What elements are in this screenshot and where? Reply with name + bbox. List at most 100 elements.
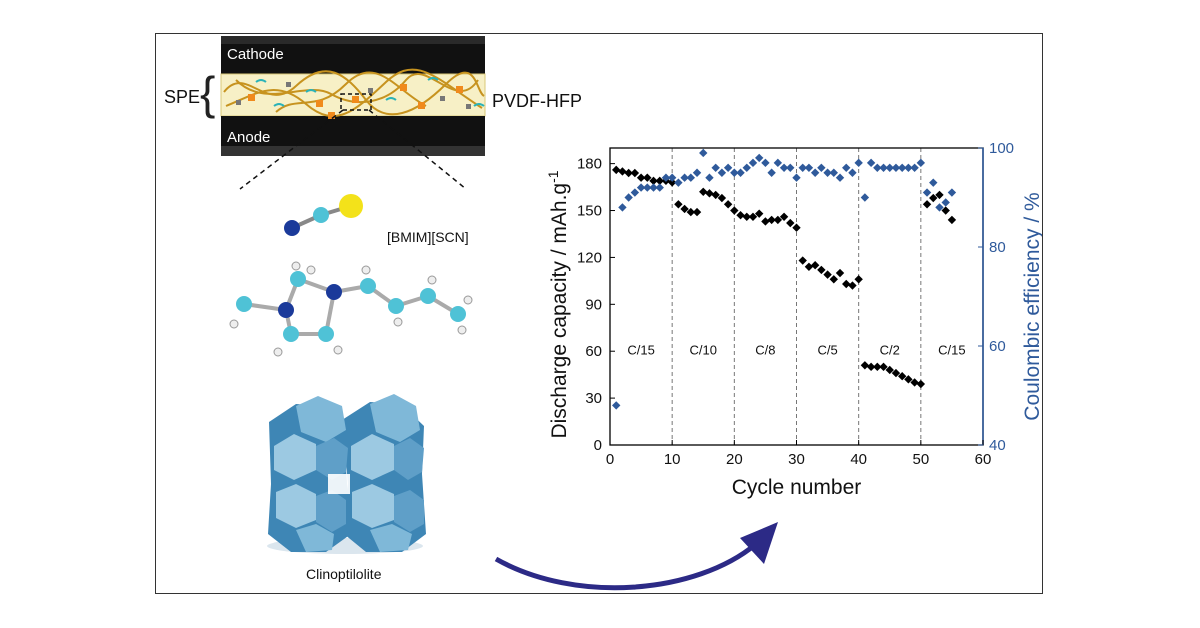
discharge-point [742,212,751,221]
coulombic-point [879,163,888,172]
y-tick-label: 60 [585,343,602,360]
coulombic-point [829,168,838,177]
coulombic-point [786,163,795,172]
discharge-point [804,262,814,271]
coulombic-point [748,158,758,168]
coulombic-point [767,168,776,177]
membrane-label: PVDF-HFP [492,91,582,111]
y2-tick-label: 80 [989,239,1006,256]
coulombic-point [755,153,764,163]
coulombic-point [730,168,739,177]
discharge-point [866,362,876,372]
x-tick-label: 10 [664,451,681,468]
zoom-region-box [340,93,372,111]
zoom-line-right [368,109,467,190]
coulombic-point [692,168,702,177]
bmim-molecule [229,261,473,357]
discharge-point [891,368,901,378]
coulombic-point [736,168,745,177]
discharge-point [786,218,795,228]
discharge-point [947,215,957,225]
zoom-line-left [239,109,344,190]
coulombic-point [835,173,845,182]
discharge-point [897,372,907,381]
coulombic-point [885,163,894,172]
y-tick-label: 90 [585,296,602,313]
discharge-point [829,275,838,284]
discharge-point [817,265,826,275]
discharge-point [798,256,807,265]
discharge-point [618,167,627,176]
cathode-label: Cathode [227,46,284,63]
coulombic-point [773,158,783,168]
discharge-point [916,379,926,389]
coulombic-point [873,163,882,172]
y2-axis-title: Coulombic efficiency / % [1021,192,1042,420]
coulombic-point [792,173,801,182]
discharge-point [860,361,870,370]
spe-brace: { [200,67,216,119]
scheme-panel [220,36,778,591]
y-tick-label: 30 [585,390,602,407]
coulombic-point [711,163,720,172]
discharge-point [624,168,633,178]
discharge-point [736,211,745,220]
coulombic-point [916,158,926,168]
coulombic-point [655,183,664,192]
coulombic-point [674,178,683,187]
rate-label: C/5 [817,342,837,357]
y-axis-title: Discharge capacity / mAh.g-1 [545,170,571,438]
discharge-point [680,204,689,214]
coulombic-point [935,203,944,212]
discharge-point [692,207,702,217]
discharge-point [910,378,919,387]
coulombic-point [618,203,627,212]
discharge-point [779,212,789,221]
coulombic-point [705,173,714,182]
thiocyanate-molecule [284,194,363,236]
figure-frame: Cathode Anode SPE { PVDF-HFP [BMIM][SCN]… [155,33,1043,594]
coulombic-point [612,401,621,410]
coulombic-point [810,168,820,177]
rate-label: C/15 [627,342,654,357]
discharge-point [879,362,888,372]
x-tick-label: 20 [726,451,743,468]
x-tick-label: 40 [850,451,867,468]
discharge-point [922,200,932,209]
x-axis-title: Cycle number [732,476,862,499]
coulombic-point [699,148,708,158]
coulombic-point [910,163,919,172]
coulombic-point [798,163,807,172]
coulombic-point [680,173,689,182]
discharge-point [885,365,894,375]
discharge-point [717,193,727,203]
coulombic-point [624,193,633,202]
rate-label: C/2 [880,342,900,357]
coulombic-point [897,163,907,172]
discharge-point [711,190,720,200]
discharge-point [674,200,683,209]
coulombic-point [941,198,950,207]
discharge-point [842,279,851,289]
coulombic-point [817,163,826,172]
y2-tick-label: 40 [989,437,1006,454]
coulombic-point [667,173,677,182]
x-tick-label: 30 [788,451,805,468]
discharge-point [686,207,696,217]
discharge-point [854,275,863,284]
discharge-point [755,209,764,218]
spe-particles [236,77,485,119]
coulombic-point [804,163,814,172]
rate-label: C/10 [690,342,717,357]
coulombic-point [761,158,770,168]
curved-arrow [494,522,778,591]
discharge-point [941,206,950,215]
spe-label: SPE [164,87,201,107]
coulombic-point [904,163,913,172]
coulombic-point [779,163,789,172]
discharge-point [823,270,832,279]
y-tick-label: 150 [577,203,602,220]
coulombic-point [717,168,727,177]
y-tick-label: 0 [594,437,602,454]
discharge-point [730,206,739,215]
